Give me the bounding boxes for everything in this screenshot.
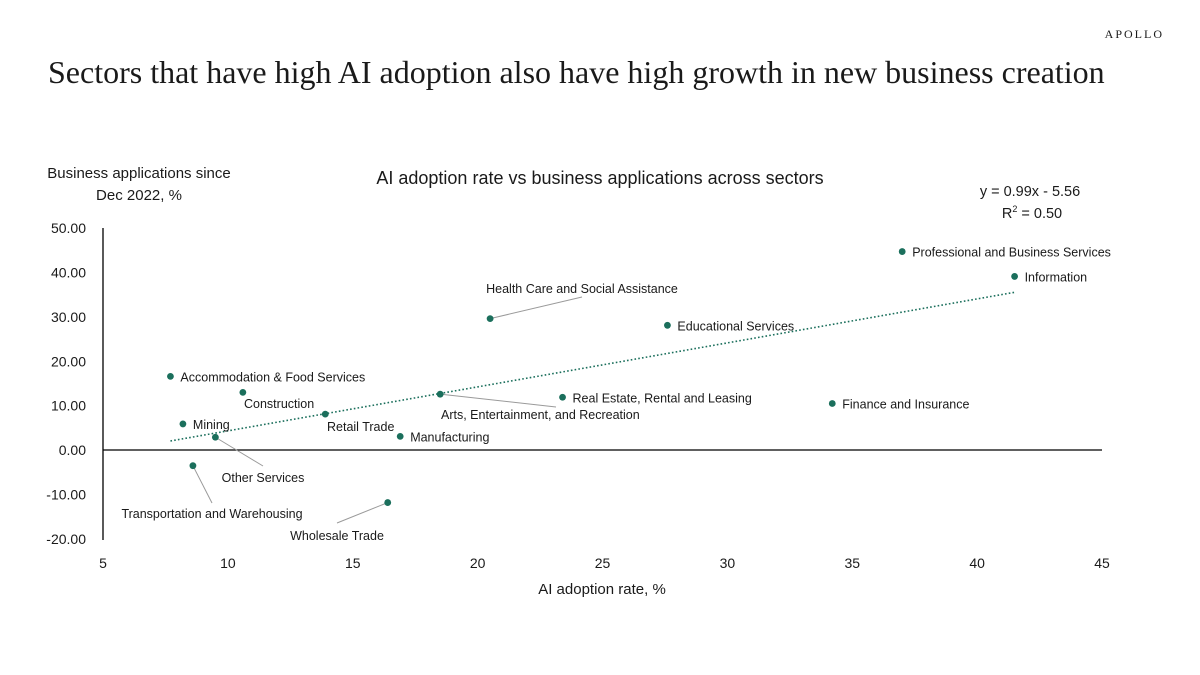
leader-line-wholesale-trade (336, 502, 388, 524)
y-tick-label: 10.00 (51, 398, 86, 414)
point-accommodation-and-food-services (167, 372, 174, 380)
leader-line-arts-entertainment-and-recreation (440, 393, 557, 408)
label-mining: Mining (193, 418, 230, 432)
leader-line-health-care-and-social-assistance (489, 296, 583, 320)
point-finance-and-insurance (828, 400, 836, 407)
y-axis-label-line-2: Dec 2022, % (96, 187, 182, 204)
trendline-equation: y = 0.99x - 5.56 (980, 184, 1080, 200)
label-educational-services: Educational Services (677, 319, 794, 333)
r-squared-exponent: 2 (1012, 204, 1017, 214)
point-health-care-and-social-assistance (486, 315, 494, 323)
x-tick-label: 5 (99, 555, 107, 571)
label-wholesale-trade: Wholesale Trade (290, 529, 384, 543)
point-information (1011, 273, 1018, 280)
point-arts-entertainment-and-recreation (436, 390, 444, 398)
y-tick-label: -20.00 (46, 531, 86, 547)
point-labels: Professional and Business Services Inform… (121, 246, 1110, 543)
leader-line-other-services (215, 436, 264, 467)
x-tick-label: 10 (220, 555, 236, 571)
r-squared: R2 = 0.50 (1002, 204, 1062, 222)
label-arts-entertainment-and-recreation: Arts, Entertainment, and Recreation (441, 408, 640, 422)
label-other-services: Other Services (222, 471, 305, 485)
y-tick-label: 50.00 (51, 220, 86, 236)
label-construction: Construction (244, 397, 314, 411)
y-tick-label: 30.00 (51, 309, 86, 325)
chart-title: AI adoption rate vs business application… (376, 168, 823, 188)
x-tick-labels: 5 10 15 20 25 30 35 40 45 (99, 555, 1110, 571)
y-tick-label: -10.00 (46, 487, 86, 503)
x-tick-label: 30 (720, 555, 736, 571)
data-points (167, 248, 1018, 506)
label-retail-trade: Retail Trade (327, 420, 394, 434)
label-finance-and-insurance: Finance and Insurance (842, 397, 969, 411)
point-professional-and-business-services (898, 248, 906, 255)
brand-logo: APOLLO (1104, 27, 1164, 41)
point-wholesale-trade (384, 499, 392, 506)
label-information: Information (1025, 270, 1088, 284)
y-tick-labels: 50.00 40.00 30.00 20.00 10.00 0.00 -10.00 -20.0… (46, 220, 86, 547)
x-tick-label: 35 (844, 555, 860, 571)
leader-line-transportation-and-warehousing (192, 465, 213, 504)
label-real-estate-rental-and-leasing: Real Estate, Rental and Leasing (573, 391, 752, 405)
label-transportation-and-warehousing: Transportation and Warehousing (121, 507, 302, 521)
x-tick-label: 25 (595, 555, 611, 571)
label-professional-and-business-services: Professional and Business Services (912, 246, 1111, 260)
r-squared-value: = 0.50 (1017, 206, 1062, 222)
point-transportation-and-warehousing (189, 462, 197, 470)
label-accommodation-and-food-services: Accommodation & Food Services (180, 370, 365, 384)
point-real-estate-rental-and-leasing (559, 393, 566, 401)
y-tick-label: 40.00 (51, 264, 86, 280)
point-educational-services (664, 321, 671, 329)
x-tick-label: 40 (969, 555, 985, 571)
label-manufacturing: Manufacturing (410, 430, 489, 444)
point-construction (239, 388, 247, 396)
x-axis-label: AI adoption rate, % (538, 581, 666, 598)
point-mining (179, 420, 187, 428)
point-other-services (211, 433, 219, 441)
point-retail-trade (321, 410, 329, 418)
y-axis-label-line-1: Business applications since (47, 165, 230, 182)
x-tick-label: 15 (345, 555, 361, 571)
leader-lines (192, 296, 583, 524)
x-tick-label: 45 (1094, 555, 1110, 571)
label-health-care-and-social-assistance: Health Care and Social Assistance (486, 282, 678, 296)
point-manufacturing (396, 432, 404, 440)
y-tick-label: 0.00 (59, 442, 86, 458)
r-squared-prefix: R (1002, 206, 1012, 222)
y-tick-label: 20.00 (51, 353, 86, 369)
page-headline: Sectors that have high AI adoption also … (48, 54, 1105, 90)
x-tick-label: 20 (470, 555, 486, 571)
